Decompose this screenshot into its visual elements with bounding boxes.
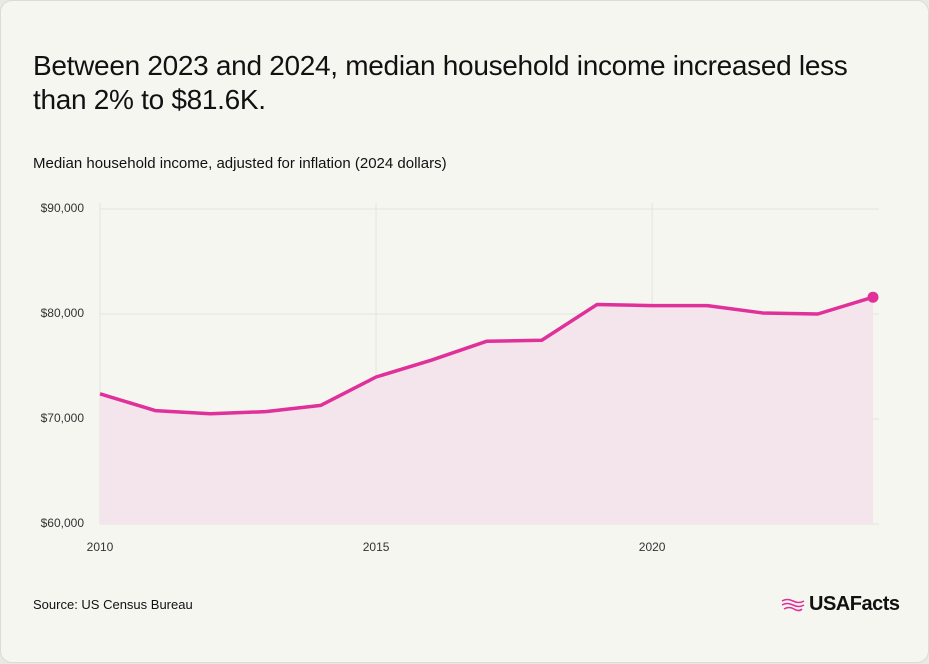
logo-icon [781, 598, 805, 611]
y-tick-label: $70,000 [41, 411, 85, 425]
chart-subtitle: Median household income, adjusted for in… [33, 155, 447, 172]
x-tick-label: 2010 [87, 540, 114, 554]
y-tick-label: $80,000 [41, 306, 85, 320]
y-tick-label: $60,000 [41, 516, 85, 530]
x-tick-label: 2015 [363, 540, 390, 554]
line [99, 295, 874, 416]
logo-text: USAFacts [809, 593, 900, 615]
y-tick-label: $90,000 [41, 201, 85, 215]
end-point [867, 291, 879, 303]
source-note: Source: US Census Bureau [33, 597, 193, 612]
x-tick-label: 2020 [639, 540, 666, 554]
chart-title: Between 2023 and 2024, median household … [33, 50, 848, 115]
area [100, 297, 873, 524]
logo[interactable]: USAFacts [781, 593, 900, 616]
